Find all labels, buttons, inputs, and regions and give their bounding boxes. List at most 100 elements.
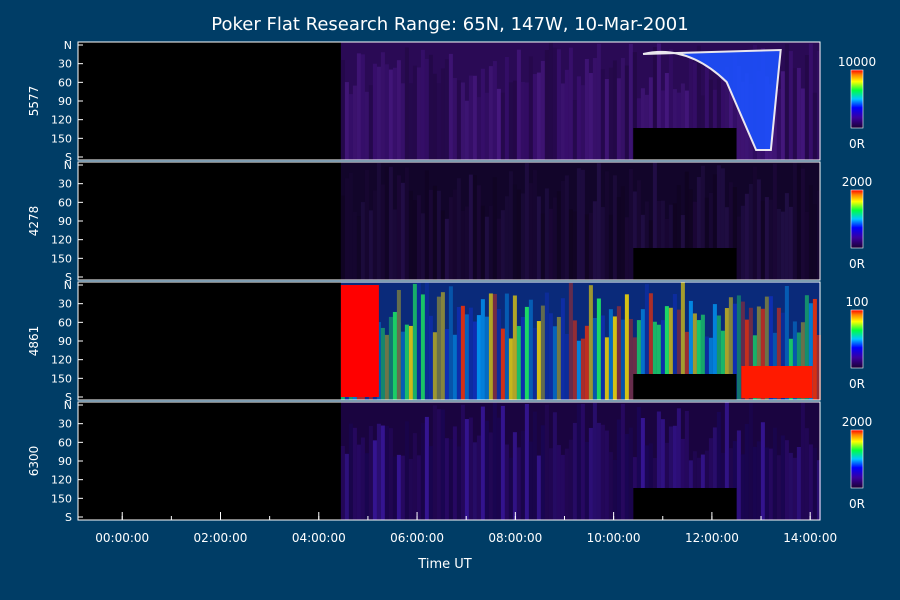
heatmap-cell (708, 337, 713, 400)
heatmap-cell (604, 171, 609, 280)
heatmap-cell (760, 308, 765, 400)
panel-6300: N 30 60 90 120 150 S 6300 2000 0R (27, 399, 872, 524)
heatmap-cell (728, 88, 733, 160)
heatmap-cell (540, 213, 545, 280)
heatmap-cell (492, 402, 497, 520)
heatmap-cell (368, 425, 373, 520)
heatmap-cell (756, 179, 761, 280)
y-tick-label: 120 (51, 234, 72, 247)
heatmap-cell (444, 59, 449, 161)
heatmap-cell (776, 455, 781, 520)
heatmap-cell (496, 417, 501, 520)
heatmap-cell (652, 162, 657, 280)
heatmap-cell (696, 45, 701, 160)
heatmap-cell (416, 455, 421, 520)
heatmap-cell (560, 180, 565, 280)
heatmap-cell (492, 61, 497, 160)
heatmap-cell (400, 455, 405, 520)
heatmap-stripes (340, 162, 821, 280)
heatmap-cell (704, 56, 709, 160)
heatmap-cell (780, 312, 785, 400)
heatmap-cell (776, 208, 781, 280)
heatmap-cell (440, 292, 445, 400)
y-tick-label: S (65, 391, 72, 404)
heatmap-cell (384, 425, 389, 520)
heatmap-cell (432, 185, 437, 280)
heatmap-cell (628, 318, 633, 400)
heatmap-cell (736, 430, 741, 520)
heatmap-cell (528, 56, 533, 160)
heatmap-cell (588, 212, 593, 280)
heatmap-cell (544, 188, 549, 280)
heatmap-cell (460, 305, 465, 400)
heatmap-cell (576, 340, 581, 400)
heatmap-cell (500, 328, 505, 400)
heatmap-cell (792, 68, 797, 160)
heatmap-cell (520, 316, 525, 400)
heatmap-cell (660, 200, 665, 280)
heatmap-cell (712, 174, 717, 280)
heatmap-cell (648, 77, 653, 160)
heatmap-cell (500, 210, 505, 280)
heatmap-cell (644, 284, 649, 400)
heatmap-cell (664, 306, 669, 400)
heatmap-cell (804, 428, 809, 520)
heatmap-cell (640, 418, 645, 520)
heatmap-cell (464, 206, 469, 280)
heatmap-cell (592, 402, 597, 520)
x-tick-label: 00:00:00 (95, 531, 149, 545)
heatmap-cell (784, 43, 789, 160)
heatmap-cell (700, 165, 705, 280)
heatmap-cell (428, 315, 433, 400)
heatmap-cell (548, 42, 553, 160)
heatmap-cell (680, 83, 685, 160)
heatmap-cell (412, 200, 417, 280)
heatmap-cell (572, 320, 577, 400)
heatmap-cell (484, 216, 489, 280)
heatmap-cell (364, 453, 369, 520)
heatmap-cell (540, 425, 545, 520)
heatmap-cell (352, 211, 357, 280)
panel-ylabel: 6300 (27, 446, 41, 477)
heatmap-cell (536, 196, 541, 280)
heatmap-cell (700, 95, 705, 160)
heatmap-cell (388, 69, 393, 160)
masked-region (633, 374, 737, 400)
heatmap-cell (616, 306, 621, 400)
heatmap-cell (648, 293, 653, 400)
heatmap-cell (588, 73, 593, 160)
heatmap-cell (508, 82, 513, 160)
heatmap-cell (420, 294, 425, 400)
heatmap-cell (476, 435, 481, 520)
heatmap-cell (616, 419, 621, 520)
heatmap-cell (400, 331, 405, 400)
heatmap-cell (396, 289, 401, 400)
heatmap-cell (440, 210, 445, 280)
heatmap-cell (484, 316, 489, 400)
heatmap-cell (576, 168, 581, 280)
heatmap-cell (420, 422, 425, 520)
heatmap-cell (528, 183, 533, 280)
heatmap-cell (452, 189, 457, 280)
heatmap-cell (560, 298, 565, 400)
heatmap-cell (460, 404, 465, 520)
heatmap-stripes (340, 402, 821, 520)
heatmap-cell (632, 337, 637, 400)
heatmap-cell (420, 213, 425, 280)
heatmap-cell (516, 447, 521, 520)
heatmap-cell (508, 457, 513, 520)
heatmap-cell (492, 293, 497, 400)
heatmap-cell (628, 43, 633, 161)
heatmap-cell (396, 175, 401, 280)
heatmap-cell (352, 85, 357, 160)
heatmap-cell (384, 166, 389, 280)
heatmap-cell (556, 445, 561, 520)
heatmap-cell (784, 440, 789, 520)
heatmap-cell (400, 83, 405, 160)
heatmap-cell (552, 47, 557, 160)
heatmap-cell (448, 438, 453, 520)
heatmap-cell (612, 459, 617, 520)
colorbar-max-label: 2000 (842, 415, 873, 429)
heatmap-cell (736, 65, 741, 160)
heatmap-cell (808, 43, 813, 160)
